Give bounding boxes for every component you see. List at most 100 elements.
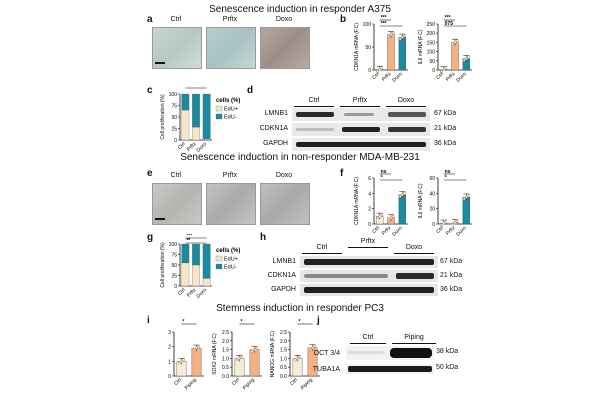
- section-title-pc3: Stemness induction in responder PC3: [216, 303, 384, 314]
- data-point: [444, 66, 448, 70]
- bar: [451, 42, 459, 71]
- micrograph-a-prftx: [206, 27, 256, 69]
- y-tick-label: 150: [427, 40, 436, 46]
- micro-e-label-doxo: Doxo: [275, 172, 293, 179]
- micrograph-a-doxo: [260, 27, 310, 69]
- y-tick-label: 250: [427, 22, 436, 28]
- x-tick-label: Doxo: [391, 225, 404, 238]
- x-tick-label: Prftx: [186, 141, 198, 153]
- micrograph-e-prftx: [206, 183, 256, 225]
- x-tick-label: Ctrl: [435, 71, 445, 81]
- y-tick-label: 25: [171, 274, 177, 280]
- legend-label: EdU+: [224, 107, 238, 113]
- data-point: [387, 34, 391, 38]
- y-axis-title: Cell proliferation (%): [160, 242, 166, 288]
- data-point: [464, 57, 468, 60]
- y-tick-label: 6: [368, 176, 371, 182]
- data-point: [180, 359, 183, 363]
- panel-label-h: h: [260, 232, 267, 243]
- y-tick-label: 20: [429, 207, 435, 213]
- chart-i-sox2: 0.0 0.5 1.0 1.5 2.0 2.5 SOX2 mRNA (F.C) Ctrl Pip…: [212, 319, 262, 391]
- significance-label: *: [241, 319, 243, 325]
- blot-j-label-oct34: OCT 3/4: [313, 350, 340, 357]
- data-point: [391, 214, 395, 218]
- bar: [249, 349, 260, 377]
- y-tick-label: 100: [363, 22, 372, 28]
- chart-i-nanog: 0.0 0.5 1.0 1.5 2.0 2.5 NANOG mRNA (F.C) Ctrl Pi…: [270, 319, 320, 391]
- data-point: [464, 195, 468, 199]
- micro-a-label-doxo: Doxo: [275, 16, 293, 23]
- y-tick-label: 25: [171, 127, 177, 133]
- x-tick-label: Prftx: [381, 225, 393, 237]
- y-axis-title: Cell proliferation (%): [160, 94, 166, 140]
- data-point: [192, 348, 196, 352]
- panel-label-b: b: [340, 14, 347, 25]
- y-axis-title: CDKN1A mRNA (F.C): [354, 23, 360, 71]
- blot-d-strip-lmnb1: [292, 108, 430, 121]
- blot-h-kda-gapdh: 36 kDa: [440, 286, 463, 293]
- legend-swatch: [215, 263, 223, 270]
- data-point: [308, 348, 312, 351]
- bar-segment: [202, 93, 211, 140]
- significance-label: ***: [186, 86, 192, 89]
- significance-label: ***: [445, 15, 451, 21]
- blot-d-group-ctrl: Ctrl: [308, 97, 320, 104]
- x-tick-label: Ctrl: [371, 225, 381, 235]
- y-axis-title: NANOG mRNA (F.C): [270, 330, 276, 377]
- bar-segment: [192, 264, 200, 287]
- blot-d-kda-gapdh: 36 kDa: [434, 140, 457, 147]
- y-tick-label: 0: [168, 374, 171, 380]
- blot-d-strip-gapdh: [292, 138, 430, 151]
- bar: [398, 37, 407, 71]
- significance-label: 075: [445, 21, 454, 27]
- legend-swatch: [215, 113, 223, 120]
- blot-h-group-ctrl: Ctrl: [316, 244, 328, 251]
- blot-j-band: [348, 351, 384, 354]
- y-tick-label: 2.0: [222, 339, 229, 345]
- data-point: [389, 216, 393, 220]
- significance-label: ***: [381, 21, 387, 27]
- y-tick-label: 40: [429, 191, 435, 197]
- data-point: [451, 42, 455, 46]
- bar: [191, 347, 202, 377]
- data-point: [311, 346, 314, 350]
- significance-label: *: [183, 319, 185, 325]
- data-point: [250, 349, 254, 353]
- blot-j-group-piping: Piping: [404, 334, 424, 341]
- blot-h-band: [304, 274, 388, 278]
- blot-h-kda-lmnb1: 67 kDa: [440, 258, 463, 265]
- micro-a-label-ctrl: Ctrl: [170, 16, 182, 23]
- data-point: [240, 355, 244, 359]
- data-point: [451, 223, 455, 226]
- blot-h-label-cdkn1a: CDKN1A: [267, 272, 296, 279]
- data-point: [376, 69, 379, 73]
- y-tick-label: 0: [368, 68, 371, 74]
- y-axis-title: CDKN1A mRNA (F.C): [354, 177, 360, 225]
- x-tick-label: Doxo: [455, 225, 468, 238]
- scale-bar-e: [155, 218, 165, 220]
- blot-h-strip-lmnb1: [300, 256, 438, 268]
- blot-j-label-tuba1a: TUBA1A: [312, 366, 340, 373]
- bar-segment: [192, 243, 200, 266]
- data-point: [387, 218, 391, 221]
- legend-label: EdU-: [224, 115, 237, 121]
- x-tick-label: Piping: [242, 377, 256, 391]
- y-tick-label: 1.5: [280, 348, 287, 354]
- section-title-a375: Senescence induction in responder A375: [209, 4, 391, 15]
- y-tick-label: 100: [169, 242, 178, 248]
- panel-label-e: e: [147, 168, 153, 179]
- panel-label-f: f: [340, 168, 344, 179]
- y-tick-label: 1.5: [222, 348, 229, 354]
- y-axis-title: SOX2 mRNA (F.C): [212, 333, 218, 375]
- y-tick-label: 1.0: [280, 356, 287, 362]
- legend-label: EdU-: [224, 265, 237, 271]
- blot-h-group-prftx: Prftx: [360, 238, 376, 245]
- blot-j-kda-tuba1a: 50 kDa: [436, 364, 459, 371]
- blot-d-band: [342, 127, 380, 132]
- data-point: [376, 216, 379, 220]
- y-tick-label: 2: [368, 207, 371, 213]
